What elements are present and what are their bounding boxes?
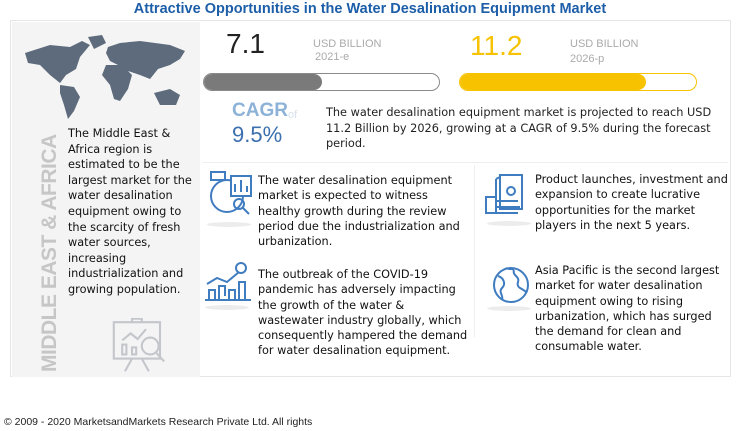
region-description: The Middle East & Africa region is estim… xyxy=(68,127,192,296)
metric-value-2021: 7.1 xyxy=(226,28,265,59)
globe-icon xyxy=(493,267,529,303)
card-text: Product launches, investment and expansi… xyxy=(535,173,728,232)
icon-shadow xyxy=(207,222,251,227)
metric-value-2026: 11.2 xyxy=(470,30,523,61)
cagr-of: of xyxy=(288,109,298,121)
cagr-label: CAGR xyxy=(232,100,288,121)
progress-fill-2026 xyxy=(460,74,647,90)
growth-chart-icon xyxy=(205,262,251,301)
progress-bar-2021 xyxy=(203,73,440,91)
cagr-value: 9.5% xyxy=(232,122,283,147)
card-text: Asia Pacific is the second largest marke… xyxy=(535,264,720,354)
analytics-icon xyxy=(210,171,252,215)
icon-shadow xyxy=(487,221,531,226)
card-text: The outbreak of the COVID-19 pandemic ha… xyxy=(258,268,468,358)
icon-shadow xyxy=(205,305,249,310)
left-panel xyxy=(12,22,200,377)
market-summary: The water desalination equipment market … xyxy=(326,106,712,150)
money-hand-icon xyxy=(485,174,523,214)
icon-shadow xyxy=(487,306,531,311)
column-divider xyxy=(474,165,475,337)
metric-unit-2021: USD BILLION xyxy=(313,38,382,50)
progress-bar-2026 xyxy=(459,73,697,91)
metric-unit-2026: USD BILLION xyxy=(570,38,639,50)
copyright-footer: © 2009 - 2020 MarketsandMarkets Research… xyxy=(4,416,313,428)
region-vertical-label: MIDDLE EAST & AFRICA xyxy=(38,134,61,372)
infographic-frame xyxy=(10,20,731,377)
page-title: Attractive Opportunities in the Water De… xyxy=(133,1,607,17)
card-text: The water desalination equipment market … xyxy=(258,174,460,249)
divider xyxy=(203,162,728,163)
world-map-icon xyxy=(25,35,185,119)
metric-year-2021: 2021-e xyxy=(315,51,350,63)
progress-fill-2021 xyxy=(204,74,322,90)
metric-year-2026: 2026-p xyxy=(570,53,605,65)
analysis-board-icon xyxy=(112,318,165,372)
